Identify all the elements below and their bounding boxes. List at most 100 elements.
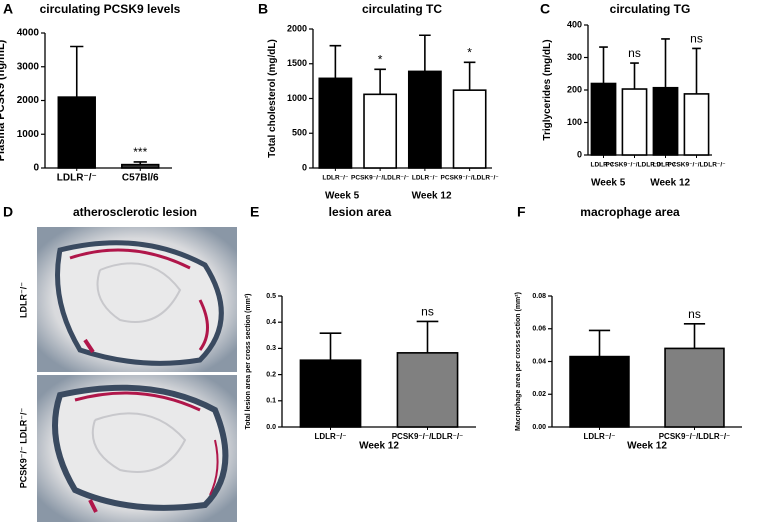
y-axis-label: Total lesion area per cross section (mm²…	[245, 293, 252, 429]
y-tick-label: 100	[567, 117, 582, 127]
tissue-fold	[96, 262, 182, 323]
y-axis-label: Triglycerides (mg/dL)	[542, 39, 553, 140]
y-tick-label: 200	[567, 84, 582, 94]
y-tick-label: 0.0	[266, 424, 276, 431]
tissue-fold	[91, 412, 187, 473]
x-tick-label: LDLR⁻/⁻	[57, 173, 97, 184]
panel-title: circulating PCSK9 levels	[40, 2, 181, 16]
bar	[121, 163, 160, 169]
y-tick-label: 0.4	[266, 319, 276, 326]
y-tick-label: 400	[567, 19, 582, 29]
bar	[407, 70, 442, 169]
error-bar	[599, 46, 608, 84]
bar	[363, 93, 398, 169]
y-tick-label: 0	[577, 149, 582, 159]
error-bar	[692, 47, 701, 94]
group-label: Week 12	[412, 191, 452, 202]
error-bar	[133, 161, 147, 165]
bar	[318, 77, 353, 169]
panel-title: atherosclerotic lesion	[73, 205, 197, 219]
group-label: Week 12	[650, 178, 690, 189]
bar	[452, 89, 487, 169]
bar	[57, 96, 96, 169]
error-bar	[463, 61, 476, 91]
lesion-stain	[83, 338, 95, 354]
lesion-stain	[74, 391, 201, 412]
x-axis-label: Week 12	[627, 441, 667, 452]
error-bar	[683, 323, 706, 349]
y-tick-label: 2000	[287, 23, 307, 33]
y-tick-label: 0.3	[266, 345, 276, 352]
y-tick-label: 0.02	[532, 391, 546, 398]
y-tick-label: 1000	[287, 93, 307, 103]
x-tick-label: LDLR⁻/⁻	[591, 162, 617, 169]
y-tick-label: 500	[292, 128, 307, 138]
y-tick-label: 0.1	[266, 398, 276, 405]
significance-label: *	[378, 52, 383, 66]
x-tick-label: PCSK9⁻/⁻/LDLR⁻/⁻	[441, 175, 499, 182]
error-bar	[319, 332, 342, 361]
error-bar	[70, 45, 84, 98]
x-tick-label: PCSK9⁻/⁻/LDLR⁻/⁻	[605, 162, 663, 169]
y-tick-label: 300	[567, 52, 582, 62]
y-tick-label: 4000	[17, 28, 40, 39]
significance-label: ns	[421, 305, 434, 319]
error-bar	[374, 68, 386, 95]
bar	[664, 347, 725, 428]
panel-letter: A	[3, 1, 13, 17]
histology-images	[37, 227, 237, 522]
error-bar	[661, 38, 670, 88]
x-tick-label: LDLR⁻/⁻	[315, 432, 347, 441]
vessel-wall	[52, 384, 229, 511]
y-tick-label: 1000	[17, 129, 40, 140]
lesion-stain	[209, 439, 219, 496]
panel-title: lesion area	[329, 205, 392, 219]
y-tick-label: 2000	[17, 95, 40, 106]
image-label: LDLR⁻/⁻	[18, 282, 28, 318]
image-label: PCSK9⁻/⁻ LDLR⁻/⁻	[18, 408, 28, 489]
error-bar	[419, 34, 431, 72]
x-tick-label: PCSK9⁻/⁻/LDLR⁻/⁻	[659, 432, 731, 441]
y-tick-label: 1500	[287, 58, 307, 68]
y-tick-label: 3000	[17, 61, 40, 72]
bar	[652, 86, 679, 156]
x-tick-label: PCSK9⁻/⁻/LDLR⁻/⁻	[392, 432, 464, 441]
group-label: Week 5	[325, 191, 360, 202]
y-tick-label: 0.5	[266, 293, 276, 300]
x-tick-label: LDLR⁻/⁻	[584, 432, 616, 441]
bar	[569, 355, 630, 428]
y-axis-label: Total cholesterol (mg/dL)	[267, 39, 278, 158]
error-bar	[329, 44, 342, 79]
panel-letter: B	[258, 1, 268, 17]
panel-title: macrophage area	[580, 205, 680, 219]
bar	[396, 352, 459, 428]
bar	[621, 88, 648, 156]
lesion-stain	[69, 248, 191, 270]
panel-letter: E	[250, 204, 259, 220]
error-bar	[416, 320, 439, 353]
lesion-stain	[88, 499, 98, 513]
x-axis-label: Week 12	[359, 441, 399, 452]
x-tick-label: C57Bl/6	[122, 173, 159, 184]
y-tick-label: 0	[302, 162, 307, 172]
panel-letter: F	[517, 204, 526, 220]
bar	[683, 93, 710, 156]
x-tick-label: LDLR⁻/⁻	[653, 162, 679, 169]
error-bar	[588, 329, 611, 357]
x-tick-label: PCSK9⁻/⁻/LDLR⁻/⁻	[351, 175, 409, 182]
bar	[299, 359, 362, 428]
y-axis-label: Macrophage area per cross section (mm²)	[515, 292, 522, 431]
y-tick-label: 0.00	[532, 424, 546, 431]
panel-title: circulating TC	[362, 2, 442, 16]
significance-label: ns	[690, 32, 703, 46]
error-bar	[630, 62, 639, 90]
y-tick-label: 0.2	[266, 371, 276, 378]
group-label: Week 5	[591, 178, 626, 189]
y-tick-label: 0.08	[532, 293, 546, 300]
y-tick-label: 0	[33, 163, 39, 174]
significance-label: *	[467, 46, 472, 60]
y-tick-label: 0.06	[532, 326, 546, 333]
vessel-wall	[55, 240, 224, 366]
